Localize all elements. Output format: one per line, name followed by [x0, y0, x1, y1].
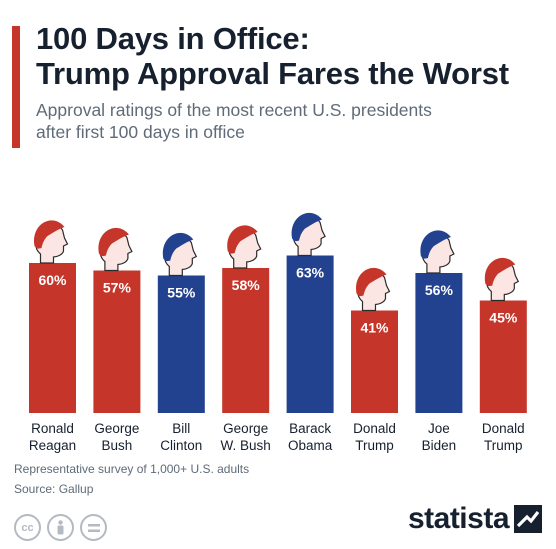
bar: [351, 310, 398, 413]
bar: [415, 273, 463, 413]
title-line-1: 100 Days in Office:: [36, 21, 310, 56]
president-hair-icon: [420, 230, 451, 259]
subtitle-line-1: Approval ratings of the most recent U.S.…: [36, 100, 432, 120]
president-hair-icon: [484, 257, 516, 287]
category-label: Trump: [355, 438, 394, 453]
category-label: George: [223, 421, 268, 436]
bar: [286, 255, 334, 413]
category-label: George: [94, 421, 139, 436]
statista-logo[interactable]: statista: [408, 502, 542, 536]
president-hair-icon: [356, 267, 387, 297]
bar: [479, 300, 527, 413]
category-label: Barack: [289, 421, 331, 436]
category-label: Clinton: [160, 438, 202, 453]
title-accent-bar: [12, 26, 20, 148]
attribution-icon[interactable]: [47, 514, 74, 541]
bar: [222, 268, 270, 413]
category-label: W. Bush: [221, 438, 271, 453]
brand-wordmark: statista: [407, 502, 510, 535]
value-label: 45%: [489, 310, 518, 326]
value-label: 60%: [38, 272, 67, 288]
no-derivatives-icon[interactable]: [80, 514, 107, 541]
chart-title: 100 Days in Office: Trump Approval Fares…: [36, 21, 551, 91]
category-label: Bill: [172, 421, 190, 436]
title-line-2: Trump Approval Fares the Worst: [36, 56, 509, 91]
value-label: 57%: [103, 280, 132, 296]
category-label: Bush: [102, 438, 133, 453]
value-label: 55%: [167, 285, 196, 301]
source-note: Source: Gallup: [14, 482, 94, 496]
category-label: Donald: [353, 421, 396, 436]
statista-mark-icon: [514, 505, 542, 533]
value-label: 63%: [296, 265, 325, 281]
chart-subtitle: Approval ratings of the most recent U.S.…: [36, 99, 551, 143]
subtitle-line-2: after first 100 days in office: [36, 122, 245, 142]
cc-icon[interactable]: cc: [14, 514, 41, 541]
president-hair-icon: [34, 220, 65, 249]
bar: [29, 263, 76, 413]
category-label: Reagan: [29, 438, 76, 453]
president-hair-icon: [98, 227, 129, 257]
category-label: Ronald: [31, 421, 74, 436]
bar: [93, 270, 141, 413]
category-label: Obama: [288, 438, 333, 453]
category-label: Biden: [422, 438, 457, 453]
value-label: 41%: [360, 320, 389, 336]
category-label: Joe: [428, 421, 450, 436]
president-hair-icon: [291, 212, 323, 242]
president-hair-icon: [227, 225, 258, 254]
bar: [157, 275, 205, 413]
category-label: Donald: [482, 421, 525, 436]
president-hair-icon: [162, 232, 194, 262]
license-icons: cc: [14, 514, 107, 541]
survey-note: Representative survey of 1,000+ U.S. adu…: [14, 462, 250, 476]
value-label: 58%: [232, 277, 261, 293]
approval-bar-chart: 60% Ronald Reagan 57% George Bush 55% Bill Clint…: [29, 212, 527, 453]
category-label: Trump: [484, 438, 523, 453]
value-label: 56%: [425, 282, 454, 298]
